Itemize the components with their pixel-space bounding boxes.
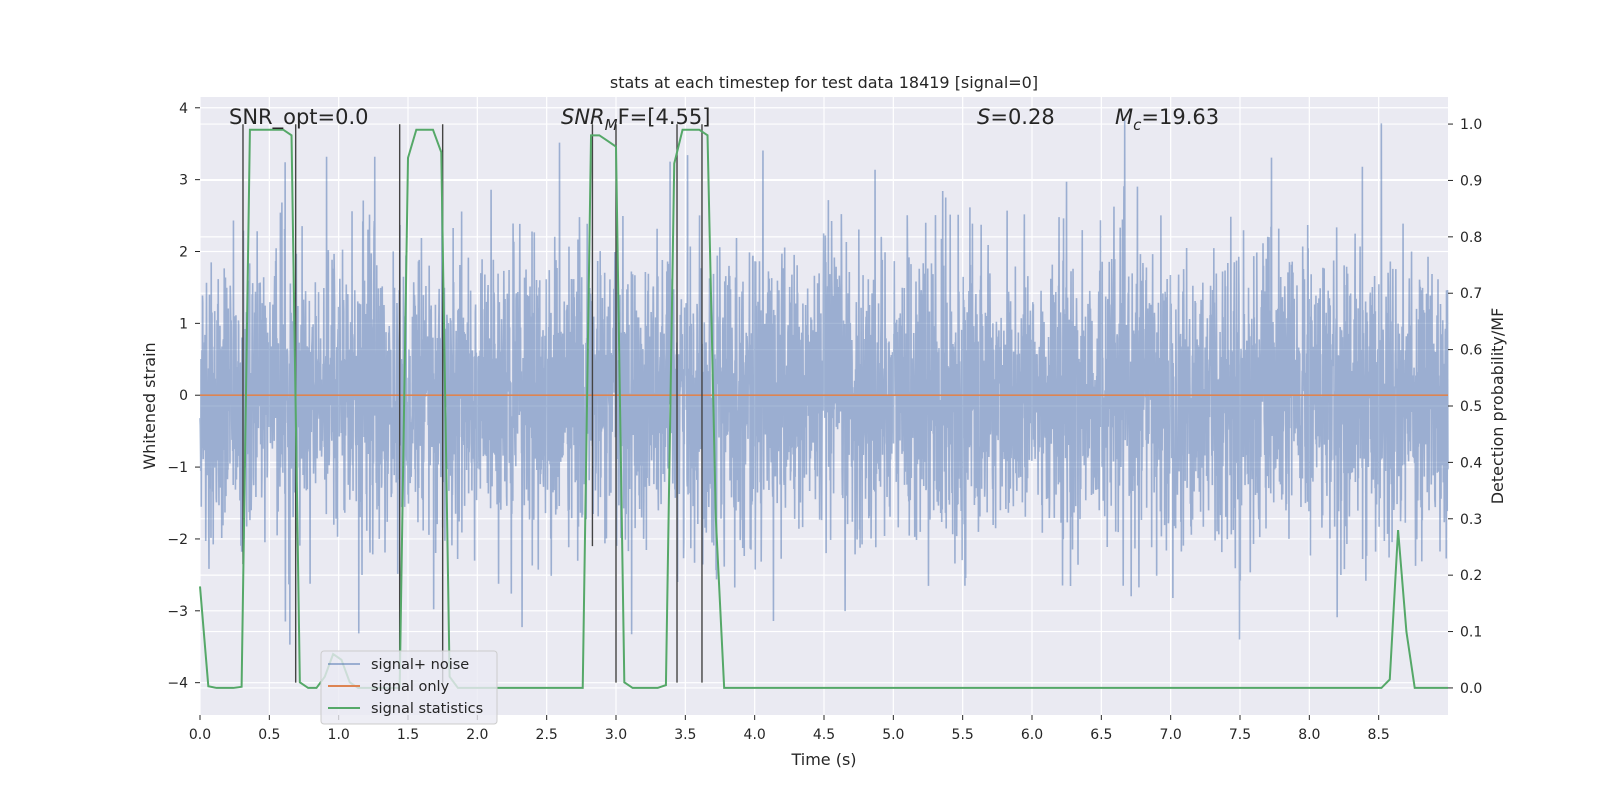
y-tick-label-right-8: 0.8: [1460, 230, 1482, 246]
legend: signal+ noise signal only signal statist…: [320, 650, 498, 725]
x-tick-label-15: 7.5: [1229, 727, 1251, 743]
noise-line: [199, 120, 1449, 645]
x-tick-label-7: 3.5: [674, 727, 696, 743]
x-tick-label-9: 4.5: [813, 727, 835, 743]
annotation-snr-mf-sub: M: [605, 116, 618, 134]
legend-label-noise: signal+ noise: [371, 657, 469, 673]
y-tick-label-right-0: 0.0: [1460, 681, 1482, 697]
annotation-snr-opt: SNR_opt=0.0: [229, 105, 369, 130]
y-tick-label-left-7: 3: [179, 173, 188, 189]
x-tick-label-14: 7.0: [1160, 727, 1182, 743]
x-tick-label-0: 0.0: [189, 727, 211, 743]
annotation-s: S=0.28: [977, 105, 1055, 129]
legend-label-signal-only: signal only: [371, 679, 450, 695]
y-tick-label-right-7: 0.7: [1460, 286, 1482, 302]
y-tick-label-right-1: 0.1: [1460, 625, 1482, 641]
x-tick-label-16: 8.0: [1298, 727, 1320, 743]
x-tick-label-8: 4.0: [744, 727, 766, 743]
y-tick-label-left-0: −4: [167, 676, 188, 692]
y-tick-label-left-4: 0: [179, 388, 188, 404]
y-tick-label-right-4: 0.4: [1460, 455, 1482, 471]
x-tick-label-6: 3.0: [605, 727, 627, 743]
y-tick-label-right-6: 0.6: [1460, 343, 1482, 359]
annotation-mc-sub: c: [1133, 116, 1142, 134]
statistics-line: [199, 128, 1448, 689]
legend-label-statistics: signal statistics: [371, 701, 483, 717]
y-ticks-left: −4 −3 −2 −1 0 1 2 3 4: [167, 101, 200, 692]
x-axis-label: Time (s): [790, 750, 856, 769]
y-tick-label-right-3: 0.3: [1460, 512, 1482, 528]
y-tick-label-left-6: 2: [179, 245, 188, 261]
y-axis-label-left: Whitened strain: [140, 342, 159, 469]
x-ticks: 0.0 0.5 1.0 1.5 2.0 2.5 3.0 3.5 4.0 4.5 5.0 5.5 6.0 6…: [189, 715, 1390, 743]
y-ticks-right: 0.0 0.1 0.2 0.3 0.4 0.5 0.6 0.7 0.8 0.9 1.0: [1448, 117, 1482, 697]
y-tick-label-right-9: 0.9: [1460, 173, 1482, 189]
x-tick-label-2: 1.0: [328, 727, 350, 743]
y-tick-label-left-8: 4: [179, 101, 188, 117]
chart-title: stats at each timestep for test data 184…: [610, 73, 1038, 92]
y-tick-label-right-10: 1.0: [1460, 117, 1482, 133]
x-tick-label-5: 2.5: [536, 727, 558, 743]
x-tick-label-10: 5.0: [882, 727, 904, 743]
x-tick-label-13: 6.5: [1090, 727, 1112, 743]
y-tick-label-left-5: 1: [179, 316, 188, 332]
annotation-mc-rest: =19.63: [1141, 105, 1219, 129]
x-tick-label-3: 1.5: [397, 727, 419, 743]
x-tick-label-4: 2.0: [466, 727, 488, 743]
y-tick-label-left-2: −2: [167, 532, 188, 548]
annotation-snr-mf: SNRMF=[4.55]: [561, 105, 710, 134]
y-tick-label-right-5: 0.5: [1460, 399, 1482, 415]
x-tick-label-12: 6.0: [1021, 727, 1043, 743]
y-tick-label-right-2: 0.2: [1460, 568, 1482, 584]
annotation-mc: Mc=19.63: [1115, 105, 1219, 134]
annotation-mc-main: M: [1115, 105, 1133, 129]
y-tick-label-left-1: −3: [167, 604, 188, 620]
x-tick-label-17: 8.5: [1368, 727, 1390, 743]
annotation-s-italic: S: [977, 105, 990, 129]
y-axis-label-right: Detection probability/MF: [1488, 308, 1507, 505]
x-tick-label-11: 5.5: [952, 727, 974, 743]
x-tick-label-1: 0.5: [258, 727, 280, 743]
noise-series: [199, 120, 1449, 645]
signal-statistics-series: [199, 128, 1448, 689]
y-tick-label-left-3: −1: [167, 460, 188, 476]
annotation-snr-mf-main: SNR: [561, 105, 605, 129]
legend-box: [320, 650, 498, 725]
annotation-s-rest: =0.28: [990, 105, 1054, 129]
annotation-snr-mf-rest: F=[4.55]: [618, 105, 711, 129]
